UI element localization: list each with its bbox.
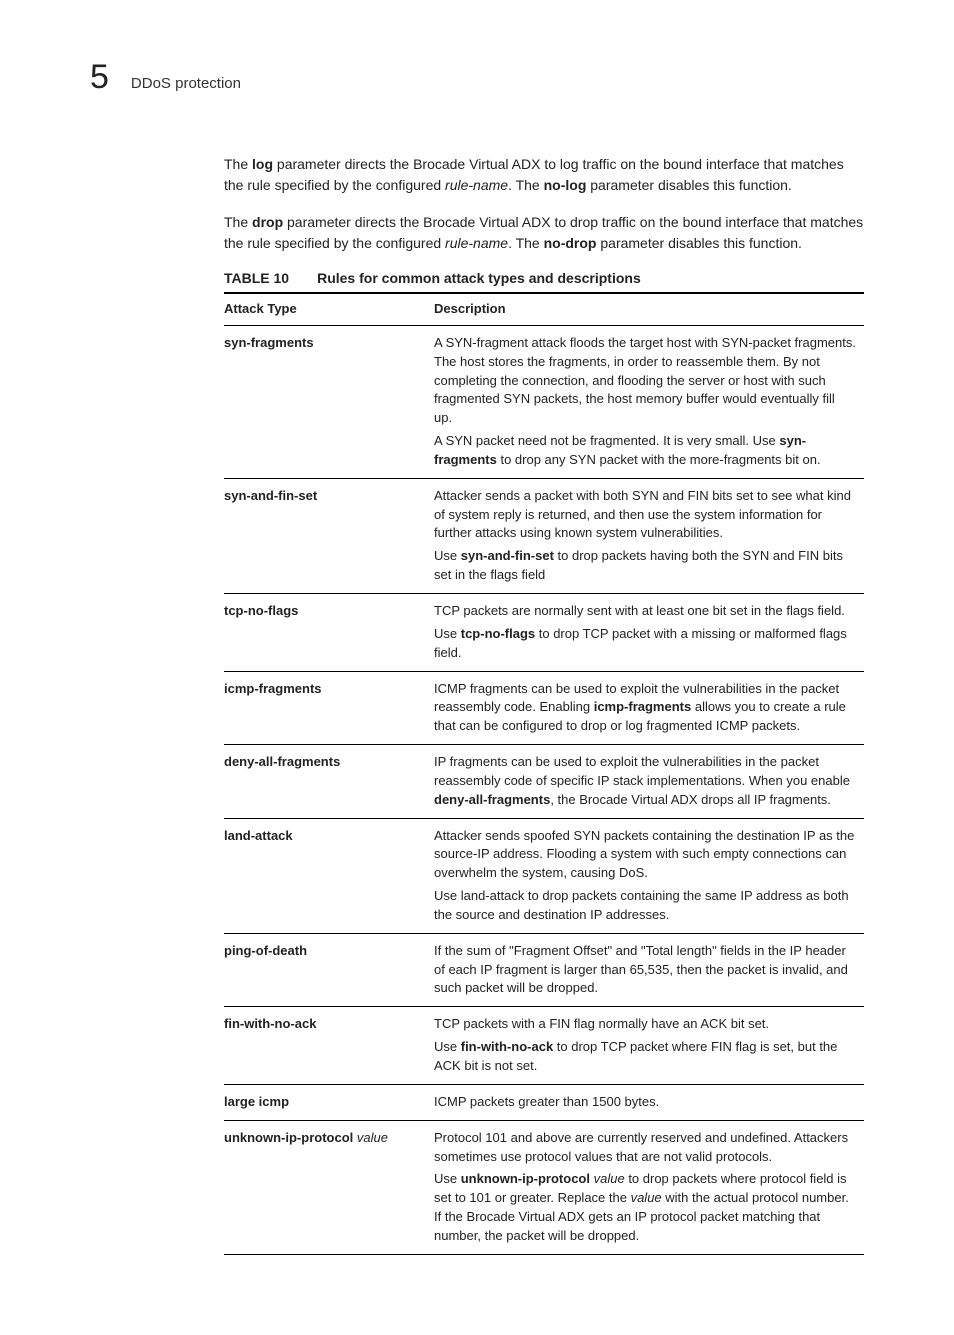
table-row: syn-fragments A SYN-fragment attack flood…	[224, 325, 864, 478]
description-line: Attacker sends a packet with both SYN an…	[434, 487, 856, 544]
description-line: Attacker sends spoofed SYN packets conta…	[434, 827, 856, 884]
text: parameter disables this function.	[586, 177, 791, 193]
table-caption: TABLE 10 Rules for common attack types a…	[224, 270, 864, 294]
description-cell: ICMP fragments can be used to exploit th…	[434, 671, 864, 745]
attack-type-cell: icmp-fragments	[224, 671, 434, 745]
attack-name: syn-and-fin-set	[224, 488, 317, 503]
description-line: Protocol 101 and above are currently res…	[434, 1129, 856, 1167]
text: The	[224, 156, 252, 172]
description-line: A SYN-fragment attack floods the target …	[434, 334, 856, 428]
table-row: fin-with-no-ack TCP packets with a FIN fl…	[224, 1007, 864, 1085]
description-line: If the sum of "Fragment Offset" and "Tot…	[434, 942, 856, 999]
chapter-number: 5	[90, 60, 109, 94]
attack-name: icmp-fragments	[224, 681, 322, 696]
paragraph-drop: The drop parameter directs the Brocade V…	[224, 212, 864, 254]
bold-drop: drop	[252, 214, 283, 230]
table-row: unknown-ip-protocol value Protocol 101 an…	[224, 1120, 864, 1254]
paragraph-log: The log parameter directs the Brocade Vi…	[224, 154, 864, 196]
attack-name: fin-with-no-ack	[224, 1016, 316, 1031]
attack-type-cell: large icmp	[224, 1084, 434, 1120]
table-row: tcp-no-flags TCP packets are normally sen…	[224, 593, 864, 671]
description-line: Use unknown-ip-protocol value to drop pa…	[434, 1170, 856, 1245]
attack-type-cell: ping-of-death	[224, 933, 434, 1007]
description-line: A SYN packet need not be fragmented. It …	[434, 432, 856, 470]
table-row: deny-all-fragments IP fragments can be us…	[224, 745, 864, 819]
table-number: TABLE 10	[224, 270, 289, 286]
attack-name: deny-all-fragments	[224, 754, 340, 769]
section-title: DDoS protection	[131, 75, 241, 92]
description-line: IP fragments can be used to exploit the …	[434, 753, 856, 810]
body-content: The log parameter directs the Brocade Vi…	[224, 154, 864, 1255]
description-cell: Attacker sends a packet with both SYN an…	[434, 478, 864, 593]
table-row: icmp-fragments ICMP fragments can be used…	[224, 671, 864, 745]
attack-name: ping-of-death	[224, 943, 307, 958]
attack-type-cell: fin-with-no-ack	[224, 1007, 434, 1085]
description-cell: ICMP packets greater than 1500 bytes.	[434, 1084, 864, 1120]
description-cell: Protocol 101 and above are currently res…	[434, 1120, 864, 1254]
attack-type-cell: unknown-ip-protocol value	[224, 1120, 434, 1254]
table-row: large icmp ICMP packets greater than 1500…	[224, 1084, 864, 1120]
attack-name: tcp-no-flags	[224, 603, 298, 618]
description-line: Use syn-and-fin-set to drop packets havi…	[434, 547, 856, 585]
text: . The	[508, 177, 544, 193]
description-line: TCP packets with a FIN flag normally hav…	[434, 1015, 856, 1034]
table-row: syn-and-fin-set Attacker sends a packet w…	[224, 478, 864, 593]
attack-type-cell: syn-and-fin-set	[224, 478, 434, 593]
description-cell: A SYN-fragment attack floods the target …	[434, 325, 864, 478]
attack-name: syn-fragments	[224, 335, 314, 350]
table-title: Rules for common attack types and descri…	[317, 270, 641, 286]
attack-name: unknown-ip-protocol value	[224, 1130, 388, 1145]
description-cell: Attacker sends spoofed SYN packets conta…	[434, 818, 864, 933]
description-line: Use fin-with-no-ack to drop TCP packet w…	[434, 1038, 856, 1076]
bold-nodrop: no-drop	[544, 235, 597, 251]
page-header: 5 DDoS protection	[90, 60, 864, 94]
table-row: land-attack Attacker sends spoofed SYN pa…	[224, 818, 864, 933]
description-cell: TCP packets are normally sent with at le…	[434, 593, 864, 671]
description-line: Use tcp-no-flags to drop TCP packet with…	[434, 625, 856, 663]
description-line: ICMP packets greater than 1500 bytes.	[434, 1093, 856, 1112]
attack-type-cell: syn-fragments	[224, 325, 434, 478]
italic-rulename: rule-name	[445, 177, 508, 193]
text: . The	[508, 235, 544, 251]
attack-name: large icmp	[224, 1094, 289, 1109]
bold-nolog: no-log	[544, 177, 587, 193]
text: parameter disables this function.	[596, 235, 801, 251]
col-description: Description	[434, 294, 864, 325]
col-attack-type: Attack Type	[224, 294, 434, 325]
attack-type-cell: deny-all-fragments	[224, 745, 434, 819]
italic-rulename: rule-name	[445, 235, 508, 251]
rules-table: Attack Type Description syn-fragments A S…	[224, 294, 864, 1255]
description-line: TCP packets are normally sent with at le…	[434, 602, 856, 621]
table-header-row: Attack Type Description	[224, 294, 864, 325]
table-row: ping-of-death If the sum of "Fragment Off…	[224, 933, 864, 1007]
description-cell: IP fragments can be used to exploit the …	[434, 745, 864, 819]
description-line: Use land-attack to drop packets containi…	[434, 887, 856, 925]
table-block: TABLE 10 Rules for common attack types a…	[224, 270, 864, 1255]
text: The	[224, 214, 252, 230]
attack-type-cell: land-attack	[224, 818, 434, 933]
document-page: 5 DDoS protection The log parameter dire…	[0, 0, 954, 1335]
description-cell: If the sum of "Fragment Offset" and "Tot…	[434, 933, 864, 1007]
attack-name: land-attack	[224, 828, 293, 843]
description-line: ICMP fragments can be used to exploit th…	[434, 680, 856, 737]
attack-type-cell: tcp-no-flags	[224, 593, 434, 671]
bold-log: log	[252, 156, 273, 172]
description-cell: TCP packets with a FIN flag normally hav…	[434, 1007, 864, 1085]
